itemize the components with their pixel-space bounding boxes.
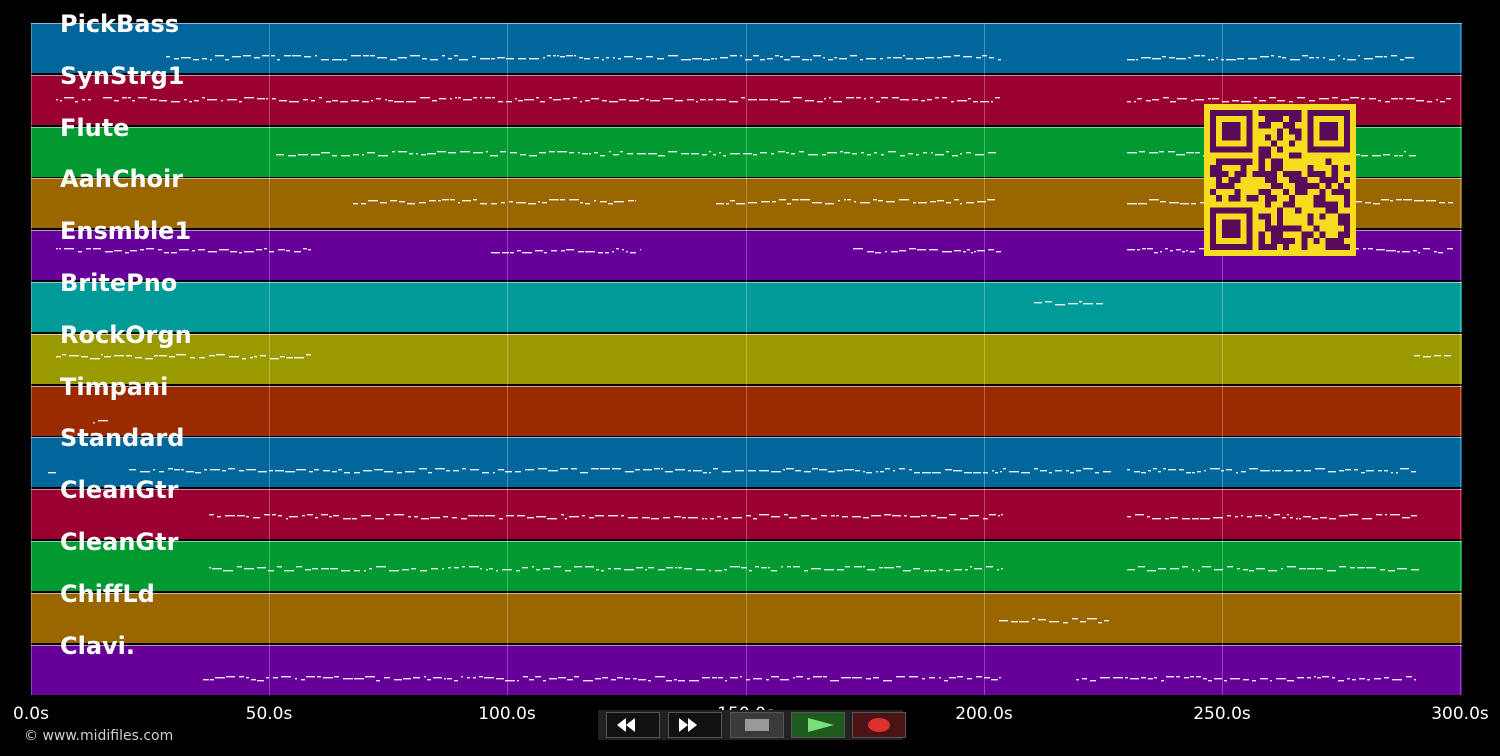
track-lane: PickBass	[31, 10, 1462, 73]
track-label: Standard	[60, 424, 185, 452]
rewind-button[interactable]	[606, 712, 660, 738]
time-tick-label: 200.0s	[955, 704, 1013, 724]
track-label: Flute	[60, 114, 130, 142]
track-label: PickBass	[60, 10, 180, 38]
track-label: RockOrgn	[60, 321, 192, 349]
time-tick-label: 250.0s	[1193, 704, 1251, 724]
track-lane: CleanGtr	[31, 476, 1462, 539]
record-button[interactable]	[852, 712, 906, 738]
note-strip	[166, 55, 1414, 61]
track-label: SynStrg1	[60, 62, 185, 90]
grid-line	[31, 23, 32, 695]
grid-line	[507, 23, 508, 695]
note-strip	[999, 618, 1109, 624]
note-strip	[48, 468, 1416, 474]
note-strip	[203, 676, 1416, 682]
time-tick-label: 50.0s	[245, 704, 293, 724]
track-label: BritePno	[60, 269, 178, 297]
track-lane: SynStrg1	[31, 62, 1462, 125]
track-label: Clavi.	[60, 632, 136, 660]
note-strip	[56, 248, 1453, 254]
note-strip	[56, 354, 1451, 360]
track-label: CleanGtr	[60, 528, 179, 556]
grid-line	[984, 23, 985, 695]
time-tick-label: 100.0s	[478, 704, 536, 724]
track-label: CleanGtr	[60, 476, 179, 504]
play-button[interactable]	[791, 712, 845, 738]
track-lane: Timpani	[31, 373, 1462, 436]
track-lane: CleanGtr	[31, 528, 1462, 591]
track-lane: Standard	[31, 424, 1462, 487]
note-strip	[56, 97, 1451, 103]
track-label: ChiffLd	[60, 580, 155, 608]
rewind-icon	[617, 718, 635, 732]
fast-forward-button[interactable]	[668, 712, 722, 738]
note-strip	[209, 514, 1417, 520]
note-strip	[209, 566, 1419, 572]
track-label: Timpani	[60, 373, 169, 401]
track-lane: ChiffLd	[31, 580, 1462, 643]
time-tick-label: 0.0s	[13, 704, 49, 724]
note-strip	[1034, 301, 1103, 306]
time-tick-label: 300.0s	[1431, 704, 1489, 724]
grid-line	[1222, 23, 1223, 695]
track-lane: Clavi.	[31, 632, 1462, 695]
copyright-text: © www.midifiles.com	[24, 728, 174, 744]
fast-forward-icon	[679, 718, 697, 732]
qr-code	[1204, 104, 1356, 256]
note-strip	[93, 420, 108, 424]
record-icon	[868, 718, 890, 732]
grid-line	[1460, 23, 1461, 695]
stop-icon	[745, 719, 769, 731]
track-label: AahChoir	[60, 165, 184, 193]
track-label: Ensmble1	[60, 217, 192, 245]
grid-line	[269, 23, 270, 695]
stop-button[interactable]	[730, 712, 784, 738]
track-lane: BritePno	[31, 269, 1462, 332]
track-lane: RockOrgn	[31, 321, 1462, 384]
transport-bar	[598, 710, 906, 740]
play-icon	[808, 718, 834, 732]
grid-line	[746, 23, 747, 695]
